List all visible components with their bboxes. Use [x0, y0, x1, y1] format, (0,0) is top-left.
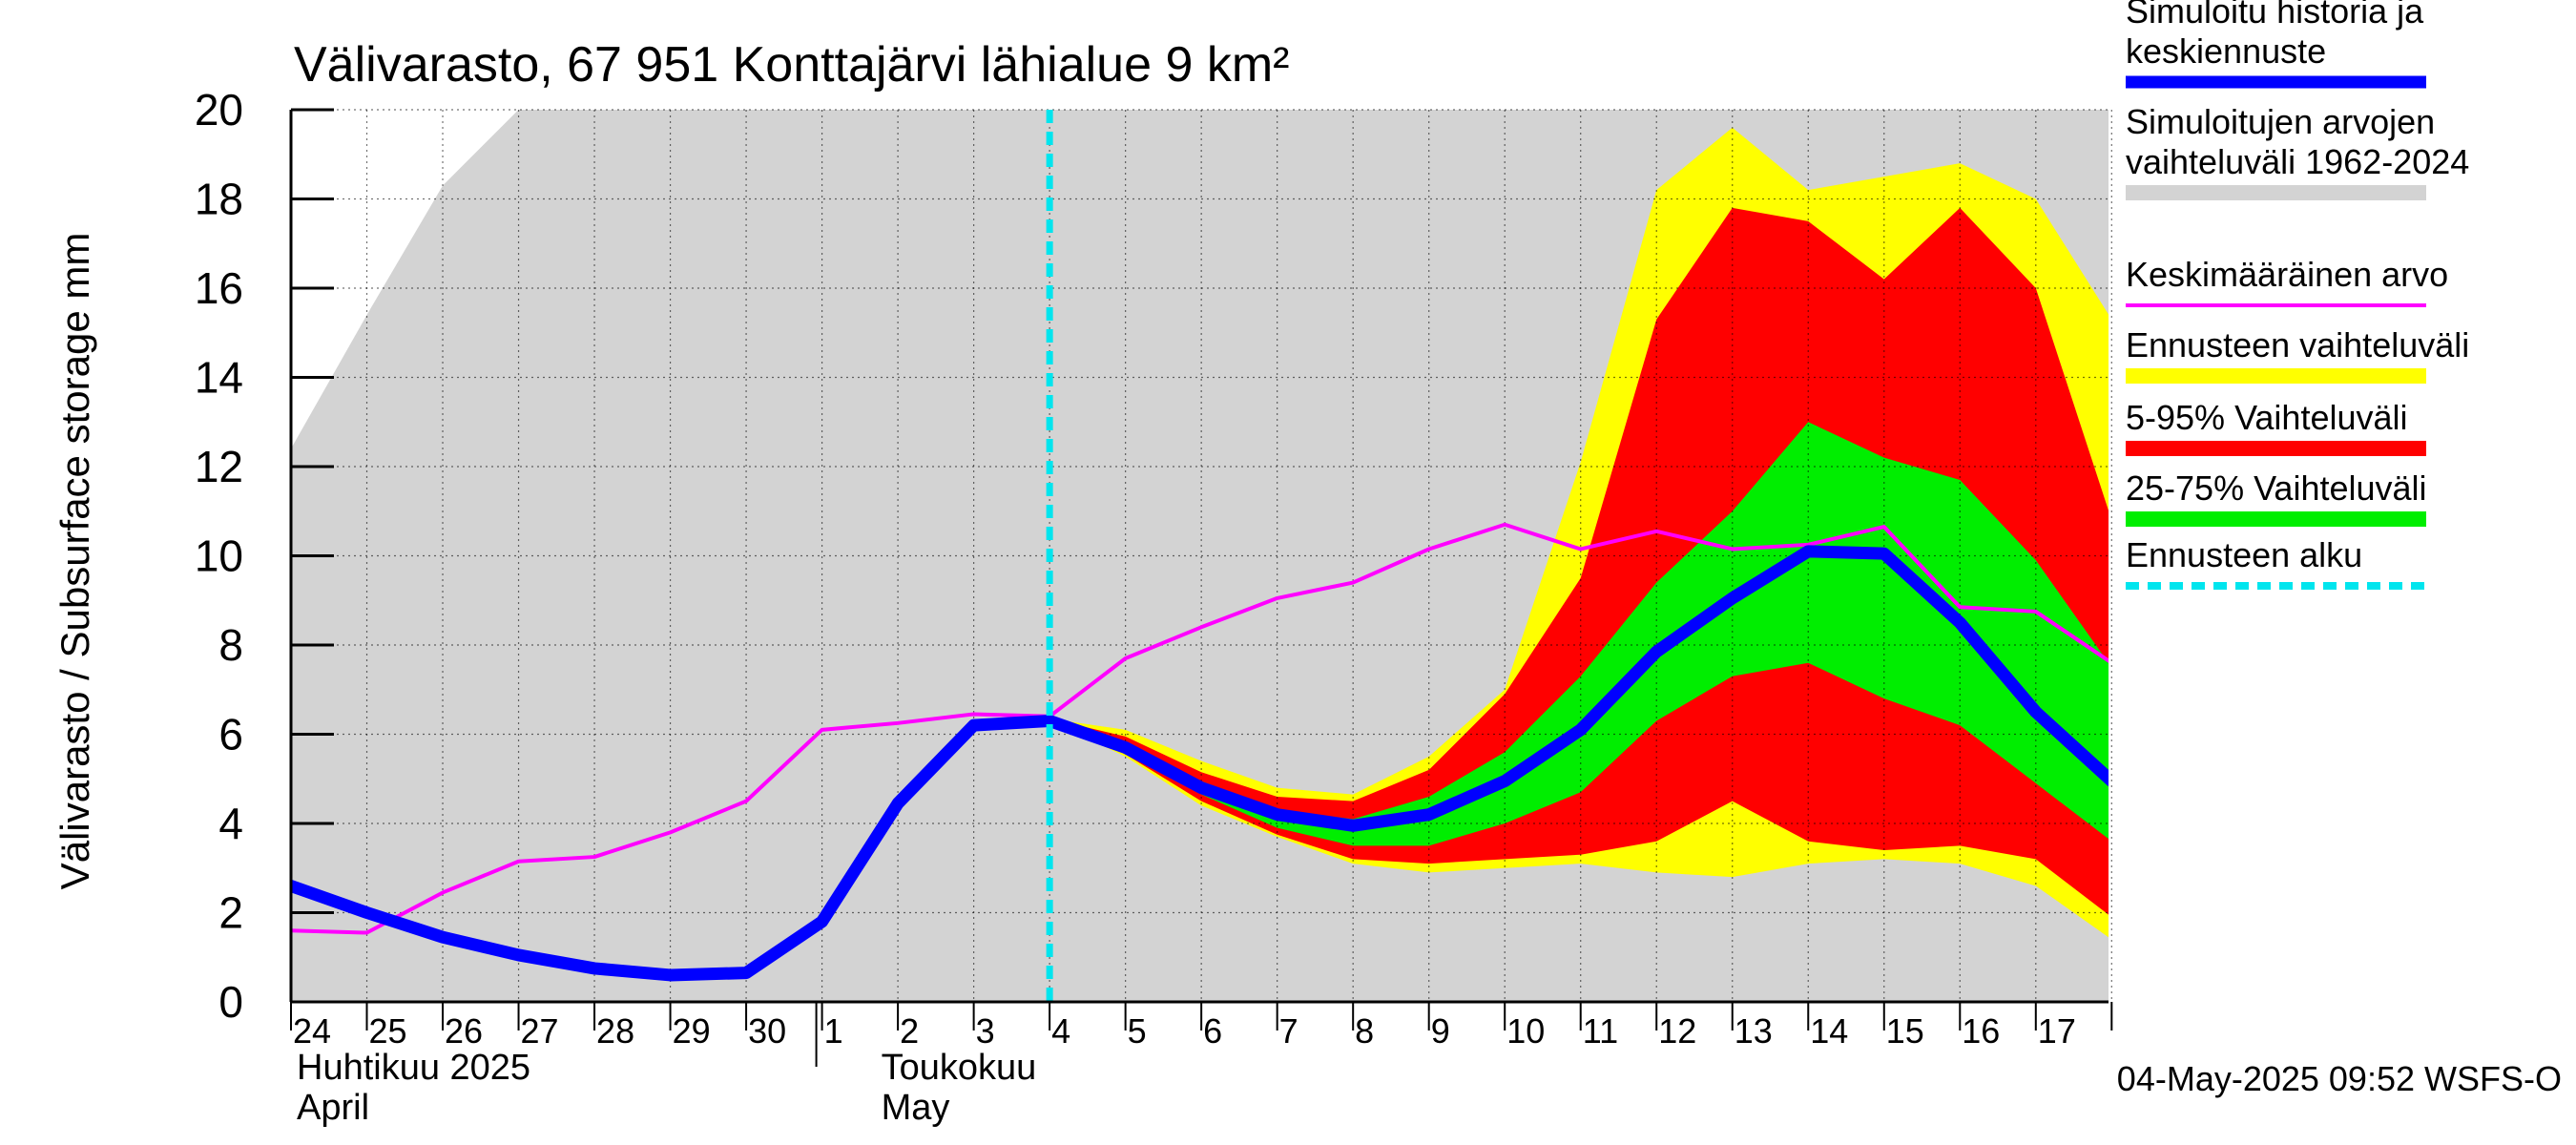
x-tick-label: 8: [1355, 1011, 1374, 1051]
x-tick-label: 4: [1051, 1011, 1070, 1051]
x-tick-label: 27: [521, 1011, 559, 1051]
legend-label: Simuloitu historia ja: [2126, 0, 2424, 31]
y-tick-label: 8: [218, 620, 243, 670]
y-tick-label: 14: [195, 353, 243, 403]
lines-layer: [291, 110, 2109, 1002]
x-tick-label: 17: [2038, 1011, 2076, 1051]
band-4: [1049, 422, 2109, 846]
x-tick-label: 6: [1203, 1011, 1222, 1051]
month-label-fi: Toukokuu: [882, 1048, 1037, 1088]
legend-swatch: [2126, 185, 2426, 200]
legend-item-6: 25-75% Vaihteluväli: [2126, 468, 2427, 527]
legend-swatch: [2126, 511, 2426, 527]
legend: Simuloitu historia jakeskiennusteSimuloi…: [2126, 0, 2469, 590]
x-tick-label: 28: [596, 1011, 634, 1051]
month-label-en: April: [297, 1088, 369, 1128]
x-tick-label: 29: [673, 1011, 711, 1051]
x-tick-label: 1: [824, 1011, 843, 1051]
legend-item-4: Ennusteen vaihteluväli: [2126, 325, 2469, 384]
band-3: [1049, 207, 2109, 915]
x-tick-label: 9: [1431, 1011, 1450, 1051]
legend-label: Ennusteen vaihteluväli: [2126, 325, 2469, 364]
series-mean-line: [291, 522, 2109, 935]
x-tick-label: 3: [976, 1011, 995, 1051]
x-tick-label: 14: [1810, 1011, 1848, 1051]
legend-label: Simuloitujen arvojen: [2126, 102, 2435, 141]
y-tick-label: 18: [195, 175, 243, 224]
x-tick-label: 24: [293, 1011, 331, 1051]
legend-label: 25-75% Vaihteluväli: [2126, 468, 2427, 508]
x-tick-label: 26: [445, 1011, 483, 1051]
x-tick-label: 16: [1962, 1011, 2000, 1051]
x-tick-label: 7: [1279, 1011, 1298, 1051]
y-tick-label: 10: [195, 531, 243, 581]
y-tick-label: 4: [218, 799, 243, 848]
legend-label: keskiennuste: [2126, 31, 2326, 71]
x-tick-label: 11: [1583, 1011, 1618, 1051]
legend-swatch: [2126, 368, 2426, 384]
legend-label: Keskimääräinen arvo: [2126, 255, 2448, 294]
legend-label: Ennusteen alku: [2126, 535, 2362, 574]
x-tick-label: 30: [748, 1011, 786, 1051]
y-tick-label: 6: [218, 710, 243, 760]
x-tick-label: 10: [1506, 1011, 1545, 1051]
x-tick-label: 12: [1658, 1011, 1696, 1051]
legend-item-7: Ennusteen alku: [2126, 535, 2426, 590]
month-label-en: May: [882, 1088, 950, 1128]
y-tick-label: 16: [195, 263, 243, 313]
chart-title: Välivarasto, 67 951 Konttajärvi lähialue…: [294, 37, 1289, 93]
series-main-line: [291, 545, 2109, 982]
y-tick-label: 0: [218, 977, 243, 1027]
month-label-fi: Huhtikuu 2025: [297, 1048, 530, 1088]
x-tick-label: 5: [1128, 1011, 1147, 1051]
y-tick-label: 20: [195, 85, 243, 135]
x-tick-label: 2: [900, 1011, 919, 1051]
legend-label: vaihteluväli 1962-2024: [2126, 142, 2469, 181]
y-axis-label: Välivarasto / Subsurface storage mm: [52, 233, 97, 890]
x-tick-label: 15: [1886, 1011, 1924, 1051]
legend-item-5: 5-95% Vaihteluväli: [2126, 398, 2426, 456]
legend-item-3: Keskimääräinen arvo: [2126, 255, 2448, 307]
footer-timestamp: 04-May-2025 09:52 WSFS-O: [2117, 1059, 2562, 1098]
legend-label: 5-95% Vaihteluväli: [2126, 398, 2408, 437]
x-tick-label: 13: [1735, 1011, 1773, 1051]
y-tick-label: 2: [218, 888, 243, 938]
x-tick-label: 25: [369, 1011, 407, 1051]
legend-swatch: [2126, 441, 2426, 456]
y-tick-label: 12: [195, 442, 243, 491]
